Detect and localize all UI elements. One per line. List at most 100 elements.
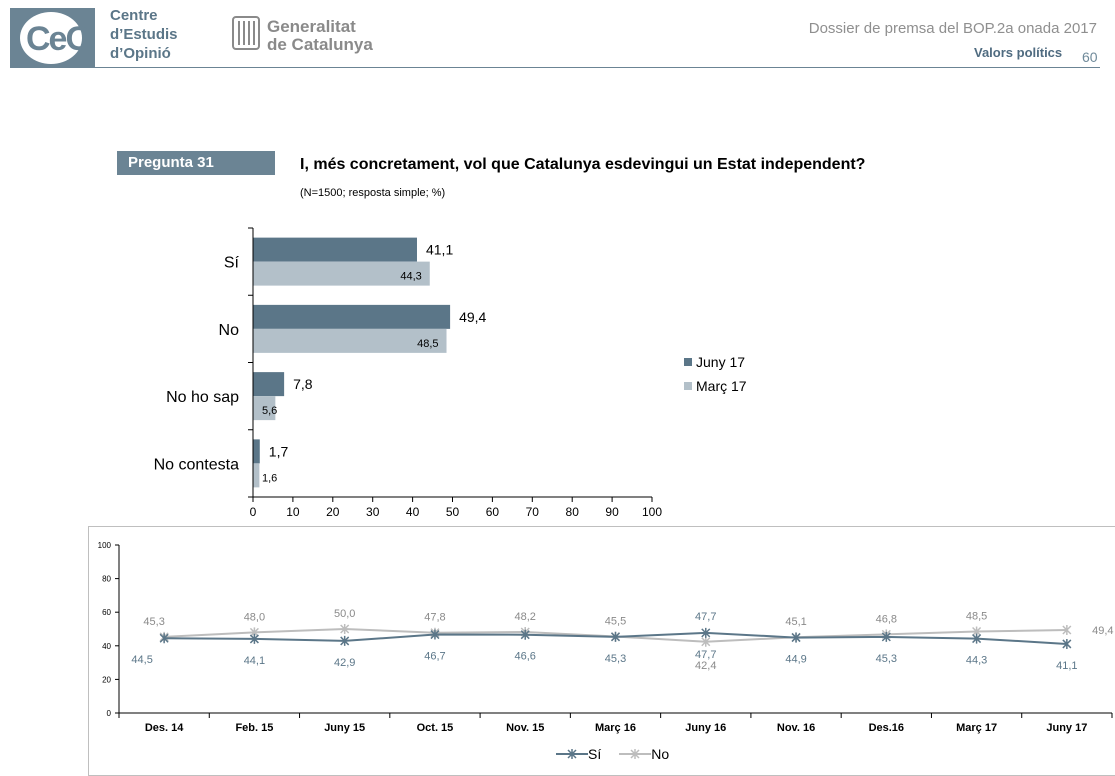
- data-label: 47,7: [695, 611, 716, 623]
- data-point: [701, 636, 711, 647]
- data-label: 42,4: [695, 660, 716, 672]
- data-point: [791, 632, 801, 643]
- category-label: Des.16: [869, 722, 904, 734]
- data-point: [249, 633, 259, 644]
- tick-label: 60: [486, 505, 500, 519]
- tick-label: 50: [446, 505, 460, 519]
- data-point: [430, 629, 440, 640]
- ceo-logo: CeO: [10, 8, 95, 68]
- dossier-title: Dossier de premsa del BOP.2a onada 2017: [808, 20, 1097, 37]
- bar: [253, 237, 417, 262]
- bar: [253, 304, 451, 329]
- bar-legend: Juny 17 Març 17: [684, 350, 747, 398]
- category-label: Nov. 15: [506, 722, 544, 734]
- data-label: 44,3: [400, 271, 421, 283]
- gov-name-line: Generalitat: [267, 17, 356, 36]
- data-label: 46,6: [515, 651, 536, 663]
- tick-label: 30: [366, 505, 380, 519]
- tick-label: 0: [107, 709, 112, 718]
- question-text: I, més concretament, vol que Catalunya e…: [300, 156, 866, 173]
- category-label: No contesta: [154, 456, 239, 473]
- category-label: Juny 17: [1046, 722, 1087, 734]
- data-point: [610, 631, 621, 642]
- tick-label: 60: [102, 608, 111, 617]
- data-label: 46,8: [876, 613, 897, 625]
- legend-label: No: [651, 746, 670, 762]
- bar: [253, 372, 285, 397]
- star-marker-icon: [556, 749, 588, 759]
- category-label: No ho sap: [166, 389, 239, 406]
- data-label: 45,1: [785, 616, 806, 628]
- data-label: 7,8: [293, 376, 313, 392]
- organization-name: Centre d’Estudis d’Opinió: [110, 6, 178, 63]
- tick-label: 100: [642, 505, 662, 519]
- category-label: No: [219, 322, 240, 339]
- data-label: 48,5: [966, 611, 987, 623]
- category-label: Nov. 16: [777, 722, 815, 734]
- tick-label: 10: [286, 505, 300, 519]
- data-label: 44,3: [966, 655, 987, 667]
- bar: [253, 328, 447, 353]
- data-point: [1062, 638, 1072, 649]
- legend-item-si: Sí: [556, 746, 601, 762]
- tick-label: 20: [102, 675, 111, 684]
- data-label: 48,5: [417, 338, 438, 350]
- logo-circle: [20, 12, 82, 64]
- tick-label: 40: [102, 642, 111, 651]
- data-point: [1062, 625, 1072, 636]
- data-label: 5,6: [262, 405, 277, 417]
- data-point: [340, 624, 350, 634]
- tick-label: 20: [326, 505, 340, 519]
- section-title: Valors polítics: [974, 45, 1063, 60]
- data-label: 47,8: [424, 612, 445, 624]
- data-label: 1,6: [262, 472, 277, 484]
- line-legend: Sí No: [556, 746, 687, 762]
- legend-label: Sí: [588, 746, 602, 762]
- data-label: 45,3: [605, 653, 626, 665]
- data-label: 48,0: [244, 611, 265, 623]
- data-label: 42,9: [334, 657, 355, 669]
- data-point: [159, 633, 169, 644]
- tick-label: 70: [526, 505, 540, 519]
- data-label: 44,1: [244, 655, 265, 667]
- category-label: Des. 14: [145, 722, 184, 734]
- category-label: Sí: [224, 255, 240, 272]
- bar: [253, 439, 260, 464]
- government-name: Generalitat de Catalunya: [267, 18, 373, 54]
- data-label: 1,7: [269, 443, 289, 459]
- bar: [253, 463, 260, 488]
- question-label: Pregunta 31: [117, 151, 275, 175]
- data-point: [881, 631, 891, 642]
- star-marker-icon: [619, 749, 652, 759]
- tick-label: 0: [250, 505, 257, 519]
- page-number: 60: [1082, 49, 1098, 65]
- logo-text: CeO: [26, 20, 92, 58]
- data-label: 47,7: [695, 649, 716, 661]
- header-divider: [10, 67, 1100, 68]
- legend-item-no: No: [619, 746, 669, 762]
- tick-label: 80: [102, 575, 111, 584]
- data-label: 44,9: [785, 654, 806, 666]
- data-label: 49,4: [459, 309, 486, 325]
- tick-label: 100: [98, 541, 112, 550]
- bar: [253, 396, 276, 421]
- gov-name-line: de Catalunya: [267, 35, 373, 54]
- tick-label: 90: [605, 505, 619, 519]
- data-label: 48,2: [515, 611, 536, 623]
- data-point: [520, 629, 530, 640]
- org-name-line: d’Opinió: [110, 45, 171, 62]
- bar-chart: Sí 41,1 44,3 No 49,4 48,5 No ho sap 7,8 5,6 No co…: [154, 227, 662, 519]
- legend-item-juny17: Juny 17: [684, 350, 747, 374]
- question-note: (N=1500; resposta simple; %): [300, 187, 446, 199]
- category-label: Març 16: [595, 722, 636, 734]
- data-label: 49,4: [1092, 625, 1113, 637]
- data-point: [340, 635, 350, 646]
- tick-label: 40: [406, 505, 420, 519]
- legend-swatch: [684, 382, 692, 390]
- data-label: 45,3: [143, 616, 164, 628]
- legend-swatch: [684, 358, 692, 366]
- category-label: Oct. 15: [417, 722, 454, 734]
- category-label: Juny 15: [324, 722, 365, 734]
- tick-label: 80: [566, 505, 580, 519]
